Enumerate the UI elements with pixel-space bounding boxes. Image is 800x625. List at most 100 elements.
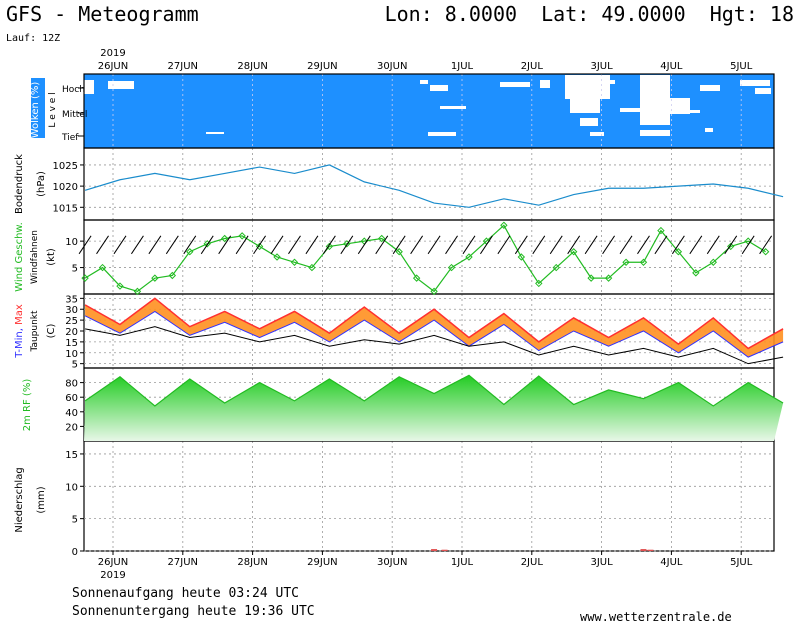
wind-barb — [165, 235, 179, 255]
wind-barb — [322, 235, 336, 255]
date-label-top: 26JUN — [98, 61, 128, 72]
wind-speed-marker — [569, 248, 578, 256]
wind-speed-marker — [220, 234, 229, 243]
y-tick-label: 1015 — [53, 203, 78, 214]
precip-axis-label: Niederschlag — [14, 467, 25, 532]
y-tick-label: 10 — [65, 237, 78, 248]
pressure-unit-label: (hPa) — [36, 171, 47, 197]
humidity-line — [84, 374, 784, 407]
wind-barb — [427, 235, 441, 255]
wind-speed-marker — [535, 279, 543, 288]
y-tick-label: 40 — [65, 408, 78, 419]
wind-barb — [392, 235, 406, 255]
pressure-frame — [83, 147, 775, 221]
wind-barbs-label: Windfahnen — [30, 230, 40, 284]
date-label-top: 2JUL — [521, 61, 544, 72]
y-tick-label: 5 — [72, 515, 78, 526]
wind-speed-marker — [98, 263, 107, 272]
temperature-axis-label: T-Min, Max — [14, 304, 25, 359]
wind-speed-marker — [761, 248, 770, 256]
wind-speed-marker — [255, 242, 264, 251]
wind-speed-marker — [378, 234, 386, 243]
wind-barb — [462, 235, 476, 255]
precip-bar — [647, 549, 654, 551]
wind-speed-marker — [238, 232, 246, 240]
date-label-top: 29JUN — [307, 61, 337, 72]
sunset-text: Sonnenuntergang heute 19:36 UTC — [72, 604, 315, 619]
date-label-bottom: 30JUN — [377, 557, 407, 568]
wind-speed-marker — [290, 258, 299, 266]
cloud-patch — [740, 80, 770, 86]
y-tick-label: 1020 — [53, 182, 78, 193]
date-label-bottom: 5JUL — [730, 557, 753, 568]
y-tick-label: 25 — [65, 316, 78, 327]
date-label-bottom: 1JUL — [451, 557, 474, 568]
temperature-band — [85, 298, 784, 358]
wind-barb — [724, 235, 738, 255]
cloud-patch — [428, 132, 456, 136]
date-label-top: 4JUL — [660, 61, 683, 72]
y-tick-label: 60 — [65, 393, 78, 404]
wind-speed-marker — [430, 287, 438, 296]
wind-speed-marker — [465, 253, 473, 261]
pressure-line — [84, 164, 784, 208]
precip-bar — [441, 549, 448, 551]
wind-barb — [619, 235, 633, 255]
date-label-top: 27JUN — [168, 61, 198, 72]
cloud-patch — [440, 106, 466, 109]
cloud-level-label: Tief — [61, 133, 79, 143]
date-label-bottom: 2JUL — [521, 557, 544, 568]
clouds-level-axis-label: L e v e l — [48, 92, 58, 127]
wind-speed-marker — [133, 287, 142, 296]
y-tick-label: 20 — [65, 327, 78, 338]
wind-barb — [270, 235, 284, 255]
clouds-label-bg — [31, 78, 45, 138]
wind-unit-label: (kt) — [46, 248, 57, 266]
wind-barb — [584, 235, 598, 255]
y-tick-label: 10 — [65, 482, 78, 493]
cloud-patch — [590, 132, 604, 136]
wind-barb — [497, 235, 511, 255]
humidity-axis-label: 2m RF (%) — [22, 379, 33, 432]
cloud-patch — [430, 85, 448, 91]
wind-barb — [340, 235, 354, 255]
wind-barb — [759, 235, 773, 255]
wind-speed-marker — [116, 282, 124, 290]
y-tick-label: 15 — [65, 338, 78, 349]
chart-title: GFS - Meteogramm — [6, 2, 199, 26]
date-label-top: 1JUL — [451, 61, 474, 72]
y-tick-label: 15 — [65, 450, 78, 461]
y-tick-label: 20 — [65, 422, 78, 433]
cloud-patch — [690, 110, 700, 113]
date-label-bottom: 27JUN — [168, 557, 198, 568]
wind-speed-marker — [81, 274, 89, 282]
dewpoint-line — [84, 326, 784, 365]
year-label-bottom: 2019 — [100, 570, 125, 581]
date-label-bottom: 29JUN — [307, 557, 337, 568]
cloud-level-label: Mittel — [62, 110, 87, 120]
wind-barb — [567, 235, 581, 255]
wind-barb — [741, 235, 755, 255]
wind-speed-marker — [587, 274, 595, 282]
wind-speed-marker — [604, 274, 613, 282]
y-tick-label: 35 — [65, 294, 78, 305]
clouds-axis-label: Wolken (%) — [30, 82, 41, 139]
wind-axis-label: Wind Geschw. — [14, 222, 25, 292]
wind-speed-marker — [657, 226, 665, 235]
wind-barb — [671, 235, 685, 255]
cloud-patch — [565, 75, 610, 99]
wind-barb — [288, 235, 301, 255]
cloud-patch — [665, 98, 690, 114]
wind-speed-line — [84, 224, 766, 293]
cloud-patch — [755, 88, 771, 94]
wind-speed-marker — [639, 258, 648, 266]
date-label-bottom: 26JUN — [98, 557, 128, 568]
wind-speed-marker — [692, 269, 700, 277]
wind-barb — [514, 235, 528, 255]
y-tick-label: 80 — [65, 379, 78, 390]
wind-barb — [654, 235, 668, 255]
wind-speed-marker — [622, 258, 630, 266]
cloud-patch — [108, 81, 134, 89]
date-label-top: 28JUN — [237, 61, 267, 72]
